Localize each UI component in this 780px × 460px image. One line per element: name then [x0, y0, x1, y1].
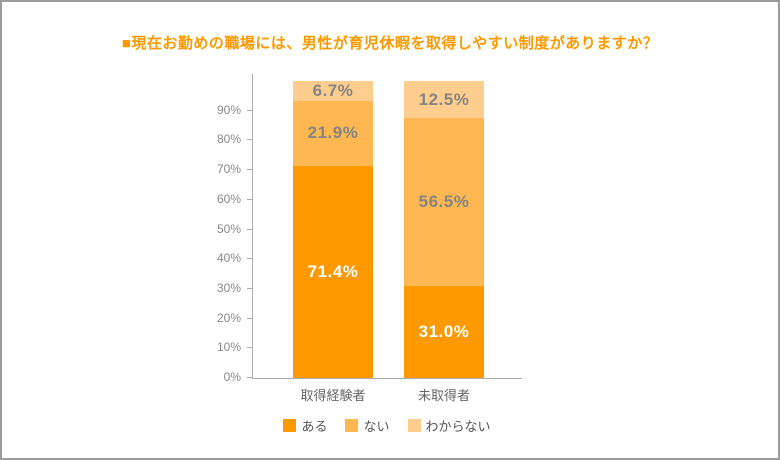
y-tick-label: 60% — [216, 191, 241, 206]
bar-segment-ある: 31.0% — [404, 285, 484, 378]
plot-area: 0% 10% 20% 30% 40% 50% 60% 70% 80% 90% 6.7% 21.9% 7… — [217, 74, 522, 403]
category-label-未取得者: 未取得者 — [417, 388, 470, 403]
legend-swatch-icon — [345, 419, 359, 432]
bar-segment-ない: 21.9% — [293, 100, 373, 166]
y-tick-mark — [247, 377, 252, 378]
bar-segment-ある: 71.4% — [293, 165, 373, 378]
bar-segment-ない: 56.5% — [404, 118, 484, 286]
y-tick-mark — [247, 139, 252, 141]
legend-item-ない: ない — [345, 416, 390, 435]
y-tick-mark — [247, 347, 252, 349]
segment-value-label: 31.0% — [418, 321, 470, 341]
segment-value-label: 71.4% — [307, 261, 359, 281]
bar-未取得者: 12.5% 56.5% 31.0% — [404, 81, 484, 378]
bar-segment-わからない: 6.7% — [293, 81, 373, 101]
y-tick-label: 80% — [216, 132, 241, 147]
chart-title: ■現在お勤めの職場には、男性が育児休暇を取得しやすい制度がありますか？ — [121, 35, 659, 52]
legend-label: わからない — [425, 419, 491, 434]
legend-label: ある — [301, 419, 328, 434]
y-tick-mark — [247, 317, 252, 319]
legend-label: ない — [363, 419, 390, 434]
legend-item-わからない: わからない — [407, 416, 491, 435]
y-tick-mark — [247, 258, 252, 260]
y-tick-mark — [247, 169, 252, 171]
y-tick-label: 30% — [216, 280, 241, 295]
y-tick-label: 20% — [216, 310, 241, 325]
y-tick-label: 90% — [216, 102, 241, 117]
bar-取得経験者: 6.7% 21.9% 71.4% — [293, 81, 373, 378]
legend-item-ある: ある — [283, 416, 327, 435]
y-tick-label: 50% — [216, 221, 241, 236]
y-tick-mark — [247, 198, 252, 200]
y-tick-label: 70% — [216, 162, 241, 177]
category-label-取得経験者: 取得経験者 — [300, 388, 366, 403]
bar-segment-わからない: 12.5% — [404, 81, 484, 119]
y-tick-mark — [247, 228, 252, 230]
legend-swatch-icon — [283, 419, 297, 432]
segment-value-label: 6.7% — [312, 80, 354, 100]
y-tick-label: 0% — [223, 370, 241, 384]
legend-swatch-icon — [407, 419, 421, 432]
y-tick-label: 40% — [216, 251, 241, 266]
y-tick-mark — [247, 109, 252, 111]
y-tick-label: 10% — [216, 340, 241, 355]
segment-value-label: 56.5% — [418, 192, 470, 212]
segment-value-label: 21.9% — [307, 123, 359, 143]
segment-value-label: 12.5% — [418, 89, 470, 109]
y-tick-mark — [247, 287, 252, 289]
legend: ある ない わからない — [252, 416, 522, 435]
